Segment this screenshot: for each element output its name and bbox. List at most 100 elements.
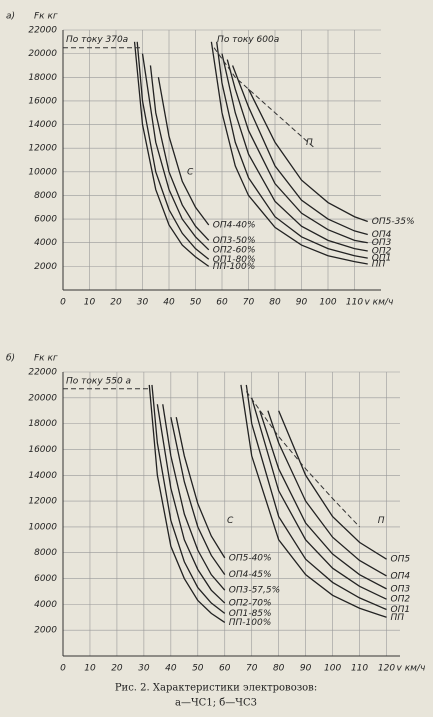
curve-label: ПП xyxy=(372,260,386,270)
y-tick-label: 12000 xyxy=(28,497,57,507)
curve xyxy=(251,397,387,600)
y-tick-label: 4000 xyxy=(34,238,57,248)
curve xyxy=(240,384,387,618)
curve-label: ОП2 xyxy=(372,247,392,257)
curve-label: ОП2 xyxy=(391,595,411,605)
y-tick-label: 8000 xyxy=(34,191,57,201)
curve xyxy=(245,384,387,611)
y-tick-label: 16000 xyxy=(28,445,57,455)
y-tick-label: 18000 xyxy=(28,73,57,83)
panel-label: а) xyxy=(6,12,15,22)
curve-label: ПП-100% xyxy=(229,618,272,628)
x-tick-label: 60 xyxy=(216,298,228,308)
x-tick-label: 0 xyxy=(60,298,66,308)
limit-line xyxy=(213,47,316,149)
y-tick-label: 12000 xyxy=(28,144,57,154)
y-tick-label: 16000 xyxy=(28,96,57,106)
x-tick-label: 110 xyxy=(346,298,363,308)
x-tick-label: 90 xyxy=(296,298,308,308)
x-tick-label: 80 xyxy=(273,664,285,674)
curve xyxy=(210,41,368,265)
y-tick-label: 2000 xyxy=(34,626,57,636)
curve-label: ОП1-80% xyxy=(213,255,256,265)
curve xyxy=(221,53,368,252)
y-tick-label: 4000 xyxy=(34,600,57,610)
curve-label: ОП1-85% xyxy=(229,609,272,619)
curve xyxy=(267,410,387,577)
curve xyxy=(141,53,210,251)
curve xyxy=(170,417,226,576)
curve xyxy=(156,404,226,604)
x-tick-label: 0 xyxy=(60,664,66,674)
curve xyxy=(226,59,368,244)
curve xyxy=(151,384,226,614)
y-tick-label: 22000 xyxy=(28,368,57,378)
y-tick-label: 14000 xyxy=(28,120,57,130)
y-tick-label: 8000 xyxy=(34,548,57,558)
curve xyxy=(133,41,210,267)
y-tick-label: 20000 xyxy=(28,49,57,59)
curve xyxy=(162,404,226,591)
x-axis-label: v км/ч xyxy=(365,298,394,308)
x-tick-label: 50 xyxy=(190,298,202,308)
y-tick-label: 2000 xyxy=(34,262,57,272)
curve xyxy=(278,410,387,560)
curve-label: ОП4 xyxy=(372,230,392,240)
curve-label: ОП5-40% xyxy=(229,553,272,563)
curve xyxy=(175,417,226,559)
x-tick-label: 60 xyxy=(219,664,231,674)
group-label: С xyxy=(187,167,194,177)
x-tick-label: 100 xyxy=(319,298,336,308)
x-tick-label: 90 xyxy=(300,664,312,674)
curve xyxy=(247,88,368,223)
x-tick-label: 120 xyxy=(378,664,395,674)
curve-label: ОП5 xyxy=(391,555,411,565)
curve-label: ОП2-70% xyxy=(229,599,272,609)
limit-line xyxy=(245,391,360,528)
curve xyxy=(157,77,210,226)
y-axis-label: Fк кг xyxy=(34,12,58,22)
x-tick-label: 40 xyxy=(163,298,175,308)
curve xyxy=(149,65,210,241)
curve-label: ОП5-35% xyxy=(372,217,415,227)
curve-label: ОП3-57,5% xyxy=(229,586,280,596)
x-tick-label: 10 xyxy=(84,298,96,308)
curve-label: ОП2-60% xyxy=(213,245,256,255)
x-axis-label: v км/ч xyxy=(397,664,426,674)
y-tick-label: 6000 xyxy=(34,574,57,584)
panel-label: б) xyxy=(6,354,15,364)
curve-label: ОП4-40% xyxy=(213,221,256,231)
x-tick-label: 20 xyxy=(110,298,122,308)
curve xyxy=(136,41,210,260)
caption: Рис. 2. Характеристики электровозов: xyxy=(115,683,317,694)
x-tick-label: 50 xyxy=(192,664,204,674)
curve-label: ОП3 xyxy=(391,584,411,594)
curve-label: ОП3 xyxy=(372,238,392,248)
curve xyxy=(148,384,226,623)
x-tick-label: 110 xyxy=(351,664,368,674)
curve xyxy=(259,410,387,590)
x-tick-label: 40 xyxy=(165,664,177,674)
y-tick-label: 14000 xyxy=(28,471,57,481)
curve-label: ОП1 xyxy=(391,605,411,615)
group-label: П xyxy=(378,516,385,526)
x-tick-label: 10 xyxy=(84,664,96,674)
limit-label: По току 600а xyxy=(217,35,279,45)
curve-label: ОП1 xyxy=(372,254,392,264)
x-tick-label: 30 xyxy=(137,298,149,308)
group-label: С xyxy=(227,516,234,526)
x-tick-label: 100 xyxy=(324,664,341,674)
y-tick-label: 22000 xyxy=(28,26,57,36)
y-tick-label: 10000 xyxy=(28,522,57,532)
curve xyxy=(231,65,368,236)
curve-label: ОП4-45% xyxy=(229,570,272,580)
limit-label: По току 370а xyxy=(66,35,128,45)
x-tick-label: 70 xyxy=(246,664,258,674)
curve-label: ОП3-50% xyxy=(213,236,256,246)
limit-label: По току 550 а xyxy=(66,376,131,386)
curve-label: ПП xyxy=(391,613,405,623)
y-tick-label: 6000 xyxy=(34,215,57,225)
y-tick-label: 18000 xyxy=(28,419,57,429)
x-tick-label: 70 xyxy=(243,298,255,308)
